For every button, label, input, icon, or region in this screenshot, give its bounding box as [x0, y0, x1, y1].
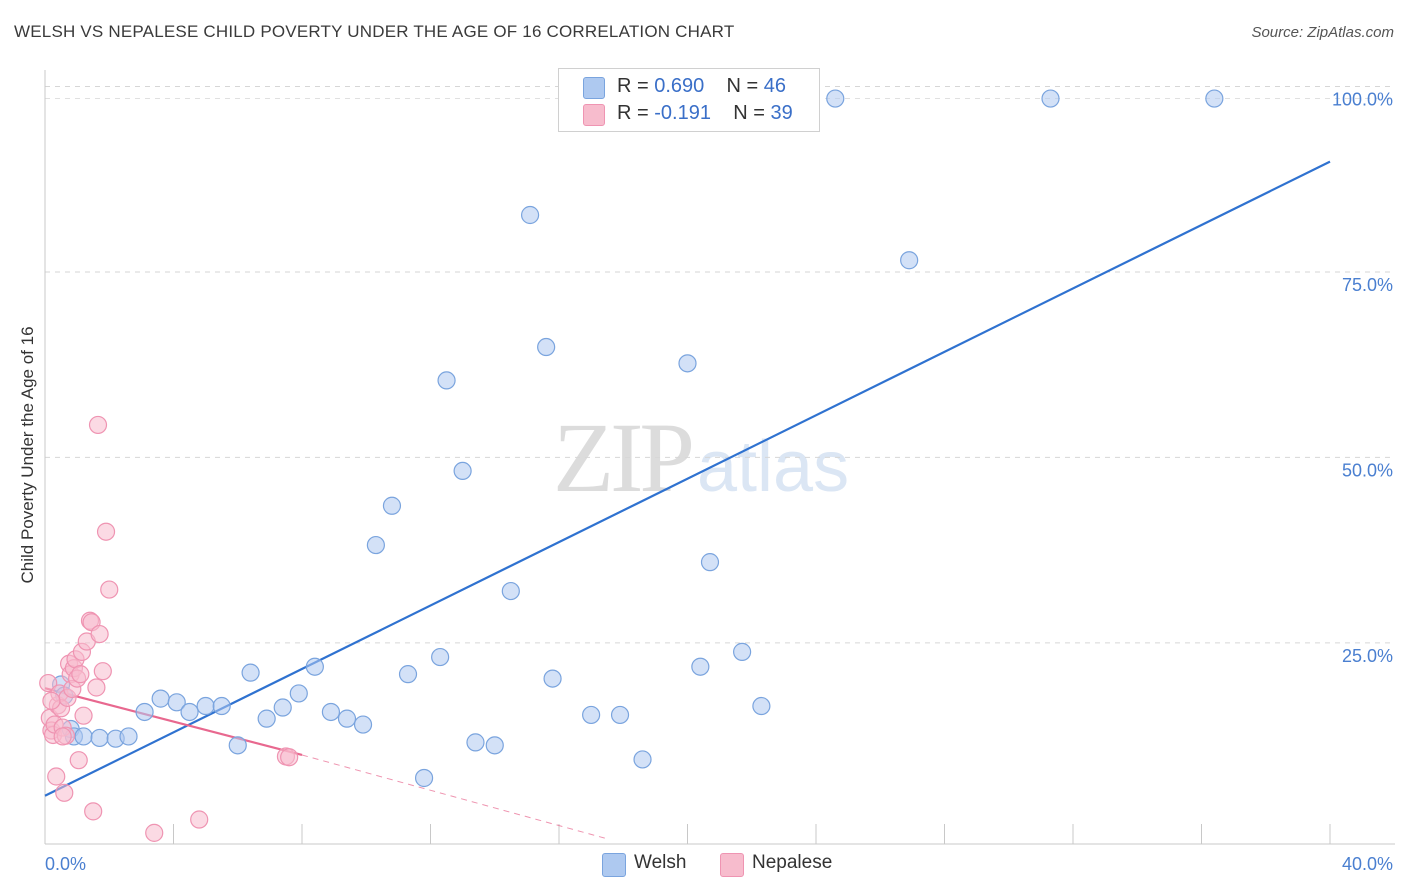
point-welsh — [212, 696, 231, 716]
point-welsh — [1041, 89, 1060, 108]
y-tick-label: 50.0% — [1342, 460, 1393, 480]
watermark-atlas: atlas — [697, 427, 850, 507]
bottom-legend-label-nepalese: Nepalese — [752, 852, 833, 873]
chart-title: WELSH VS NEPALESE CHILD POVERTY UNDER TH… — [14, 22, 735, 41]
legend-n-label: N = — [726, 75, 764, 97]
point-welsh — [414, 768, 434, 788]
point-nepalese — [55, 783, 74, 802]
point-welsh — [90, 728, 109, 748]
point-welsh — [537, 337, 556, 357]
point-welsh — [453, 461, 472, 481]
bottom-legend-swatch-nepalese — [720, 853, 744, 877]
point-nepalese — [87, 678, 106, 697]
point-welsh — [501, 581, 520, 601]
point-welsh — [337, 709, 357, 728]
point-welsh — [228, 736, 247, 755]
point-nepalese — [53, 727, 72, 746]
point-welsh — [610, 705, 630, 725]
point-welsh — [398, 665, 418, 684]
point-welsh — [366, 535, 385, 555]
trend-line-welsh — [44, 160, 1331, 797]
point-welsh — [151, 689, 170, 708]
point-nepalese — [88, 415, 108, 435]
legend-text-welsh: R = 0.690 N = 46 — [617, 75, 786, 98]
grid-lines — [45, 86, 1395, 644]
legend-n-value: 39 — [770, 102, 793, 124]
point-nepalese — [190, 810, 209, 829]
legend-n-label: N = — [733, 102, 771, 124]
trend-lines — [44, 160, 1331, 840]
bottom-legend-swatch-welsh — [602, 853, 626, 877]
point-welsh — [633, 750, 652, 769]
legend-text-nepalese: R = -0.191 N = 39 — [617, 102, 793, 125]
y-tick-label: 25.0% — [1342, 646, 1393, 666]
point-nepalese — [47, 767, 66, 786]
x-tick-label: 40.0% — [1342, 854, 1393, 874]
point-welsh — [733, 642, 752, 661]
point-welsh — [241, 663, 260, 682]
source-credit: Source: ZipAtlas.com — [1251, 24, 1394, 41]
point-nepalese — [280, 748, 299, 767]
point-nepalese — [93, 662, 112, 681]
point-nepalese — [96, 522, 116, 541]
point-welsh — [826, 89, 845, 108]
point-nepalese — [69, 751, 88, 770]
point-welsh — [1205, 89, 1224, 108]
y-tick-label: 75.0% — [1342, 275, 1393, 295]
trend-line-nepalese — [44, 687, 303, 757]
point-nepalese — [100, 580, 119, 599]
point-welsh — [135, 702, 154, 722]
point-welsh — [691, 657, 710, 676]
legend-r-value: -0.191 — [654, 102, 711, 124]
tick-labels: 25.0% 50.0% 75.0% 100.0% 0.0% 40.0% — [45, 90, 1393, 874]
point-welsh — [305, 657, 324, 676]
point-nepalese — [90, 624, 109, 644]
point-welsh — [700, 553, 720, 572]
point-welsh — [431, 647, 450, 667]
point-welsh — [257, 709, 276, 728]
point-nepalese — [84, 802, 103, 821]
point-nepalese — [71, 665, 90, 684]
data-points — [39, 89, 1224, 842]
legend-r-value: 0.690 — [654, 75, 705, 97]
point-welsh — [119, 727, 138, 746]
point-nepalese — [145, 823, 164, 842]
y-tick-label: 100.0% — [1332, 90, 1393, 110]
point-welsh — [273, 698, 292, 717]
legend-swatch-welsh — [583, 77, 605, 99]
legend-r-label: R = — [617, 102, 655, 124]
point-welsh — [582, 705, 601, 725]
stats-legend: R = 0.690 N = 46 R = -0.191 N = 39 — [558, 68, 820, 132]
legend-swatch-nepalese — [583, 104, 605, 126]
point-welsh — [437, 371, 456, 390]
point-welsh — [520, 205, 540, 225]
point-welsh — [321, 702, 341, 722]
x-tick-label: 0.0% — [45, 854, 86, 874]
point-welsh — [74, 727, 93, 746]
point-welsh — [466, 733, 485, 752]
point-welsh — [196, 696, 215, 716]
point-welsh — [289, 684, 308, 703]
point-nepalese — [39, 673, 58, 693]
bottom-legend-label-welsh: Welsh — [634, 852, 687, 873]
point-welsh — [167, 693, 186, 712]
point-nepalese — [74, 706, 93, 725]
point-welsh — [752, 696, 771, 716]
legend-n-value: 46 — [763, 75, 787, 97]
point-welsh — [678, 354, 697, 373]
point-welsh — [180, 702, 199, 722]
point-welsh — [353, 715, 373, 734]
point-welsh — [485, 736, 504, 755]
trend-extension-nepalese — [301, 754, 608, 840]
point-welsh — [382, 496, 402, 515]
point-welsh — [900, 251, 919, 270]
point-nepalese — [42, 691, 61, 710]
legend-r-label: R = — [617, 75, 655, 97]
point-welsh — [543, 669, 562, 688]
